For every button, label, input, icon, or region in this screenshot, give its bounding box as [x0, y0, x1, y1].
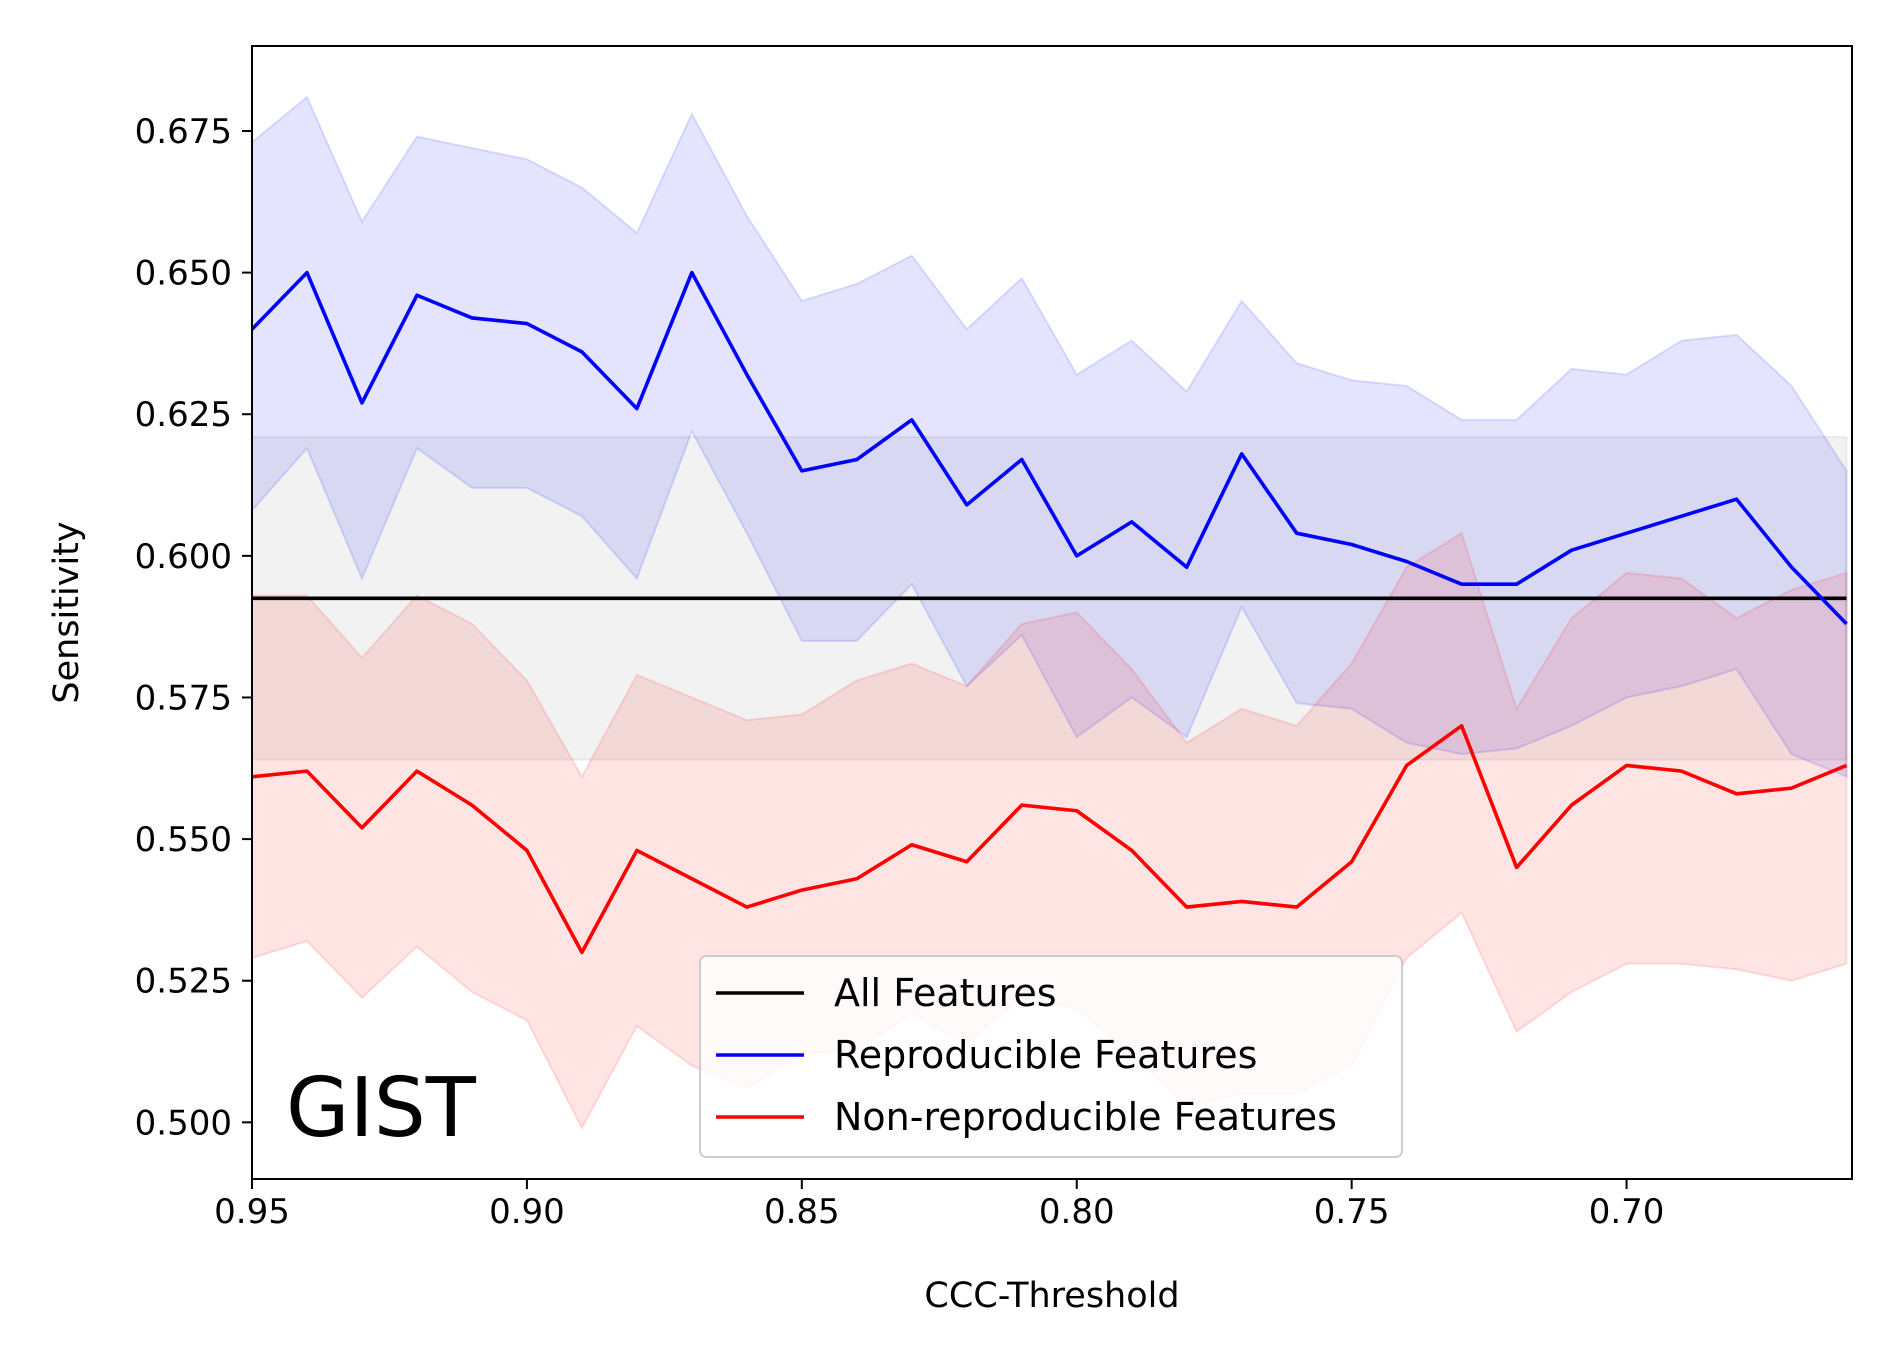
legend-label-non-reproducible-features: Non-reproducible Features: [834, 1095, 1337, 1139]
y-tick-label: 0.550: [135, 820, 232, 860]
y-tick-label: 0.500: [135, 1103, 232, 1143]
y-tick-label: 0.650: [135, 254, 232, 294]
y-tick-label: 0.525: [135, 962, 232, 1002]
y-tick-label: 0.675: [135, 112, 232, 152]
x-tick-label: 0.70: [1589, 1192, 1665, 1232]
axes: 0.95 0.90 0.85 0.80 0.75 0.70 0.500 0.525 0.550 0…: [135, 45, 1853, 1232]
y-tick-label: 0.625: [135, 395, 232, 435]
panel-label: GIST: [286, 1061, 477, 1156]
x-tick-label: 0.85: [764, 1192, 840, 1232]
plot-area: [252, 95, 1848, 1131]
x-tick-label: 0.90: [489, 1192, 565, 1232]
legend-label-reproducible-features: Reproducible Features: [834, 1033, 1257, 1077]
x-tick-label: 0.80: [1039, 1192, 1115, 1232]
x-tick-label: 0.95: [214, 1192, 290, 1232]
y-tick-label: 0.575: [135, 678, 232, 718]
legend-label-all-features: All Features: [834, 971, 1057, 1015]
reproducible-features-line: [252, 270, 1848, 626]
y-tick-label: 0.600: [135, 537, 232, 577]
plot-frame: [251, 45, 1853, 1180]
y-axis-title: Sensitivity: [47, 521, 87, 703]
x-tick-label: 0.75: [1314, 1192, 1390, 1232]
x-axis-title: CCC-Threshold: [924, 1276, 1179, 1316]
legend: All Features Reproducible Features Non-rep…: [699, 955, 1403, 1158]
legend-box: [699, 955, 1403, 1158]
non-reproducible-features-line: [252, 723, 1848, 955]
reproducible-features-band: [252, 95, 1848, 779]
